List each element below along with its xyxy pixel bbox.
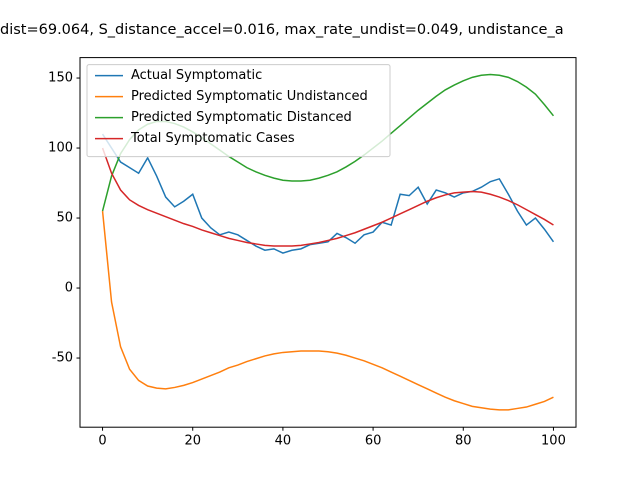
x-tick-label: 80 [455,434,472,449]
chart-title: dist=69.064, S_distance_accel=0.016, max… [0,22,564,38]
series-line [101,133,555,254]
x-tick-label: 60 [365,434,382,449]
y-tick-label: 0 [65,281,73,296]
y-tick-label: 50 [56,211,73,226]
legend-box [86,64,391,158]
legend-label: Predicted Symptomatic Undistanced [131,89,368,104]
x-tick-label: 0 [98,434,106,449]
series-line [101,147,554,247]
x-tick-label: 100 [541,434,566,449]
x-tick-label: 40 [275,434,292,449]
series-line [101,210,554,411]
legend-label: Actual Symptomatic [131,68,262,83]
legend-label: Total Symptomatic Cases [130,131,295,146]
y-tick-label: -50 [52,351,73,366]
axes-frame [79,57,577,428]
x-tick-label: 20 [184,434,201,449]
y-tick-label: 150 [48,71,73,86]
legend-label: Predicted Symptomatic Distanced [131,110,352,125]
y-tick-label: 100 [48,141,73,156]
